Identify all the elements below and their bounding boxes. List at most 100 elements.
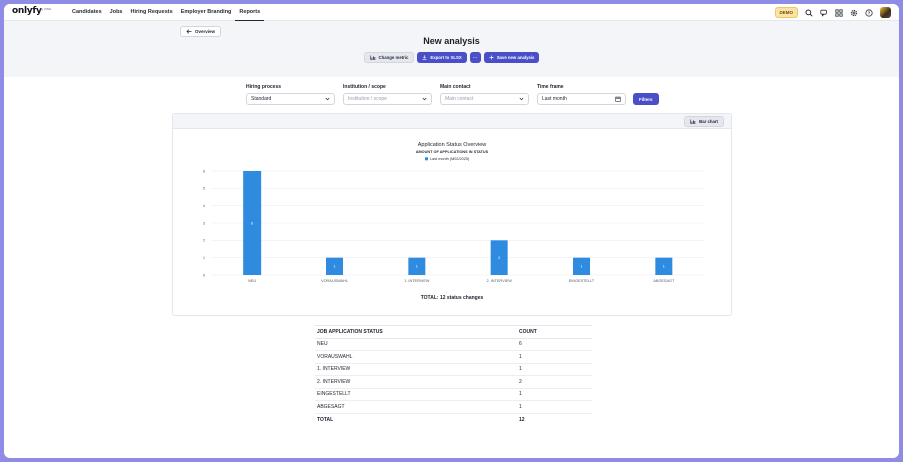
table-row: EINGESTELLT 1 [315,388,592,401]
bar-value-label-0: 6 [251,221,253,225]
table-row: 2. INTERVIEW 2 [315,375,592,389]
x-tick-label-0: NEU [248,279,256,283]
table-row: 1. INTERVIEW 1 [315,363,592,376]
header-tools: DEMO ? [774,4,891,21]
column-header-status: JOB APPLICATION STATUS [315,325,517,339]
y-tick-label-0: 0 [203,273,205,277]
count-cell: 2 [517,375,592,389]
chevron-down-icon [325,97,330,101]
status-table: JOB APPLICATION STATUS COUNT NEU 6 VORAUS… [315,325,592,426]
bar-value-label-3: 2 [498,256,500,260]
help-icon[interactable]: ? [865,8,873,17]
status-cell: VORAUSWAHL [315,350,517,364]
bar-value-label-5: 1 [663,265,665,269]
chat-icon[interactable] [820,9,828,17]
y-tick-label-4: 4 [203,204,205,208]
change-metric-button[interactable]: Change metric [363,52,415,63]
filter-bar: Hiring process Standard Institution / sc… [246,84,626,105]
count-cell: 1 [517,400,592,414]
chart-subtitle: AMOUNT OF APPLICATIONS IN STATUS [416,150,489,154]
filter-hiring-process: Hiring process Standard [246,84,335,105]
nav-item-employer-branding[interactable]: Employer Branding [180,9,232,15]
total-label-cell: TOTAL [317,416,334,423]
status-cell: 1. INTERVIEW [315,363,517,376]
nav-item-candidates[interactable]: Candidates [72,9,102,15]
status-cell: ABGESAGT [315,400,517,414]
filter-time-frame: Time frame Last month [537,84,626,105]
status-table-wrapper: JOB APPLICATION STATUS COUNT NEU 6 VORAUS… [315,325,592,426]
logo-subtitle: by XING [40,7,52,11]
bar-5 [655,257,673,275]
count-cell: 1 [517,350,592,364]
institution-placeholder: Institution / scope [348,96,387,102]
status-cell: EINGESTELLT [315,388,517,401]
hiring-process-value: Standard [251,96,272,102]
more-actions-button[interactable]: ··· [469,52,481,63]
chart-card: Bar chart Application Status Overview AM… [172,113,732,316]
bar-chart-icon [369,55,376,60]
main-contact-placeholder: Main contact [445,96,474,102]
time-frame-picker[interactable]: Last month [537,93,626,105]
export-xlsx-button[interactable]: Export to XLSX [417,52,467,63]
hiring-process-label: Hiring process [246,84,282,90]
main-contact-select[interactable]: Main contact [440,93,529,105]
bar-chart: Application Status Overview AMOUNT OF AP… [203,142,705,301]
chart-total: TOTAL: 12 status changes [421,295,484,301]
onlyfy-logo[interactable]: onlyfy [12,6,42,16]
x-tick-label-1: VORAUSWAHL [321,279,348,283]
chart-title: Application Status Overview [418,142,487,148]
bar-1 [326,257,343,275]
nav-items: Candidates Jobs Hiring Requests Employer… [68,4,265,21]
bar-value-label-1: 1 [333,265,335,269]
y-tick-label-3: 3 [203,221,205,225]
bar-value-label-4: 1 [580,265,582,269]
table-header-row: JOB APPLICATION STATUS COUNT [315,325,592,339]
apps-icon[interactable] [835,8,843,17]
y-tick-label-5: 5 [203,187,205,191]
count-cell: 6 [517,338,592,351]
svg-text:?: ? [868,10,871,15]
nav-item-reports[interactable]: Reports [235,4,265,21]
count-cell: 1 [517,363,592,376]
institution-label: Institution / scope [343,84,386,90]
count-cell: 1 [517,388,592,401]
bar-4 [573,257,590,275]
export-label: Export to XLSX [430,55,462,60]
gear-icon[interactable] [850,9,858,17]
institution-select[interactable]: Institution / scope [343,93,432,105]
app-window: onlyfy by XING Candidates Jobs Hiring Re… [4,4,899,458]
y-tick-label-6: 6 [203,169,205,173]
demo-badge: DEMO [774,7,798,18]
bar-3 [490,240,508,275]
save-analysis-button[interactable]: Save new analysis [483,52,540,63]
search-icon[interactable] [805,8,813,17]
chevron-down-icon [422,97,427,101]
y-tick-label-1: 1 [203,256,205,260]
nav-item-hiring-requests[interactable]: Hiring Requests [130,9,173,15]
page-header: Overview New analysis Change metric Expo… [4,21,899,77]
time-frame-label: Time frame [537,84,564,90]
chart-grid: 0 1 2 3 4 5 6 [203,169,705,277]
bar-chart-icon [690,119,696,124]
table-total-row: TOTAL 12 [315,413,592,426]
nav-item-jobs[interactable]: Jobs [109,9,123,15]
chart-type-button[interactable]: Bar chart [684,116,724,127]
save-label: Save new analysis [496,55,535,60]
bar-value-label-2: 1 [416,265,418,269]
y-tick-label-2: 2 [203,239,205,243]
chart-bars: 6 1 1 2 1 1 [243,171,673,275]
total-count-cell: 12 [519,416,525,423]
filter-institution: Institution / scope Institution / scope [343,84,432,105]
hiring-process-select[interactable]: Standard [246,93,335,105]
chart-toolbar: Bar chart [173,114,731,129]
back-label: Overview [195,29,216,34]
apply-filters-button[interactable]: Filters [633,93,659,105]
change-metric-label: Change metric [378,55,409,60]
chart-x-labels: NEU VORAUSWAHL 1. INTERVIEW 2. INTERVIEW EIN… [248,279,675,283]
bar-2 [408,257,426,275]
arrow-left-icon [186,29,192,34]
x-tick-label-2: 1. INTERVIEW [404,279,430,283]
time-frame-value: Last month [542,96,567,102]
back-to-overview-button[interactable]: Overview [180,26,222,37]
user-avatar[interactable] [880,7,891,18]
